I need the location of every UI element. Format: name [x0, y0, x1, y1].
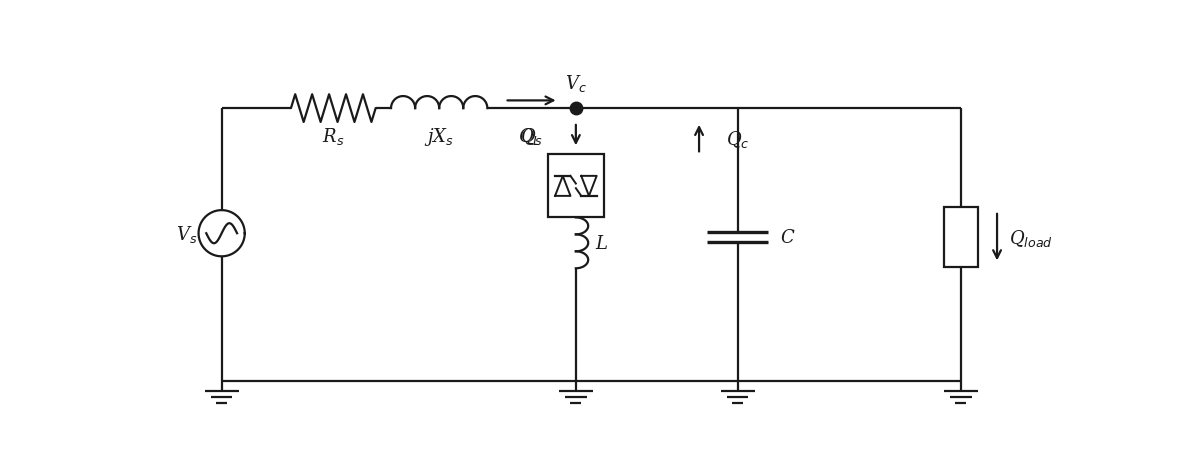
Text: Q$_s$: Q$_s$	[520, 126, 544, 147]
Text: Q$_c$: Q$_c$	[727, 129, 749, 149]
Bar	[944, 207, 978, 268]
Bar	[549, 155, 603, 218]
Text: jX$_s$: jX$_s$	[424, 126, 454, 148]
Text: R$_s$: R$_s$	[323, 126, 344, 147]
Text: C: C	[780, 229, 793, 246]
Text: Q$_L$: Q$_L$	[517, 125, 541, 146]
Text: L: L	[595, 235, 607, 252]
Text: Q$_{load}$: Q$_{load}$	[1009, 227, 1053, 248]
Text: V$_c$: V$_c$	[565, 73, 587, 94]
Text: V$_s$: V$_s$	[177, 223, 197, 244]
